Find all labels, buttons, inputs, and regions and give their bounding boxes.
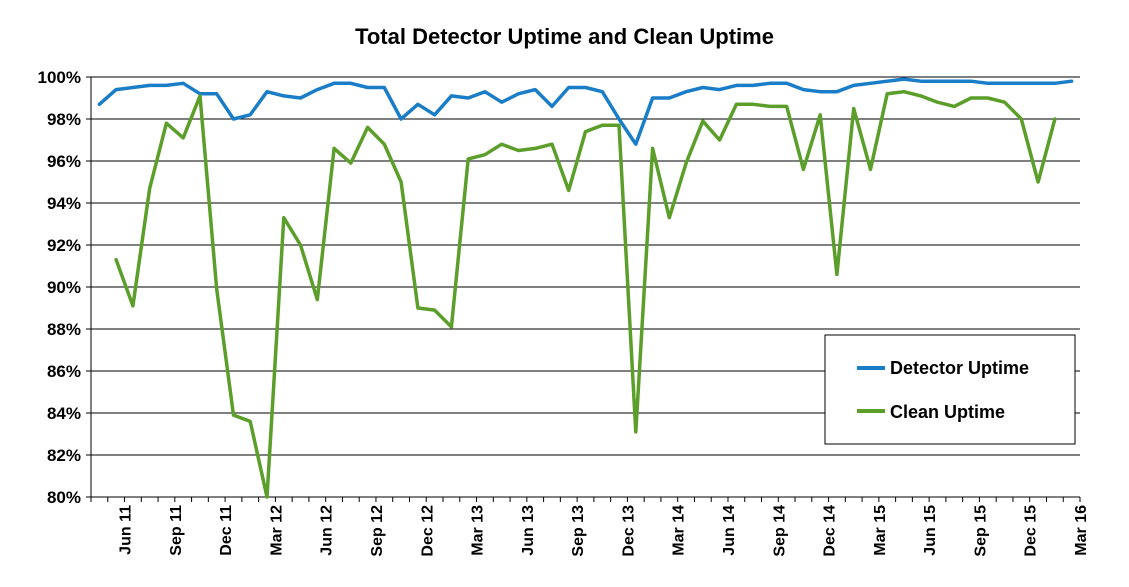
x-tick-label: Sep 15 [972, 505, 989, 557]
y-tick-labels: 100% 98% 96% 94% 92% 90% 88% 86% 84% 82% 80% [38, 68, 81, 507]
y-tick-label: 86% [47, 362, 81, 381]
legend-label-clean-uptime: Clean Uptime [890, 402, 1005, 422]
x-tick-label: Sep 14 [771, 505, 788, 557]
chart-title: Total Detector Uptime and Clean Uptime [355, 24, 774, 49]
y-tick-label: 100% [38, 68, 81, 87]
detector-uptime-line [97, 77, 1074, 146]
x-tick-label: Mar 16 [1073, 505, 1090, 556]
y-tick-label: 96% [47, 152, 81, 171]
x-tick-label: Mar 13 [470, 505, 487, 556]
x-tick-label: Jun 14 [721, 505, 738, 556]
y-tick-label: 90% [47, 278, 81, 297]
x-tick-label: Mar 15 [872, 505, 889, 556]
y-tick-label: 94% [47, 194, 81, 213]
series-lines [97, 77, 1074, 499]
x-tick-label: Dec 11 [218, 505, 235, 556]
y-tick-label: 82% [47, 446, 81, 465]
x-tick-label: Sep 12 [369, 505, 386, 557]
x-tick-label: Mar 14 [671, 505, 688, 556]
y-tick-label: 80% [47, 488, 81, 507]
legend-box [824, 334, 1076, 445]
x-tick-label: Mar 12 [268, 505, 285, 556]
y-tick-label: 98% [47, 110, 81, 129]
x-tick-label: Jun 15 [922, 505, 939, 556]
x-tick-label: Dec 14 [822, 505, 839, 557]
y-tick-label: 92% [47, 236, 81, 255]
clean-uptime-line [114, 89, 1057, 499]
x-tick-label: Sep 11 [168, 505, 185, 556]
x-tick-label: Dec 12 [419, 505, 436, 557]
y-tick-label: 84% [47, 404, 81, 423]
x-tick-label: Jun 12 [319, 505, 336, 556]
legend: Detector Uptime Clean Uptime [824, 334, 1076, 445]
x-tick-label: Dec 15 [1023, 505, 1040, 557]
x-tick-label: Jun 11 [118, 505, 135, 555]
x-tick-labels: Jun 11 Sep 11 Dec 11 Mar 12 Jun 12 Sep 12 Dec … [118, 505, 1090, 557]
axes [90, 77, 1081, 502]
x-tick-label: Sep 13 [570, 505, 587, 557]
x-tick-label: Jun 13 [520, 505, 537, 556]
y-tick-label: 88% [47, 320, 81, 339]
legend-label-detector-uptime: Detector Uptime [890, 358, 1029, 378]
x-tick-label: Dec 13 [620, 505, 637, 557]
